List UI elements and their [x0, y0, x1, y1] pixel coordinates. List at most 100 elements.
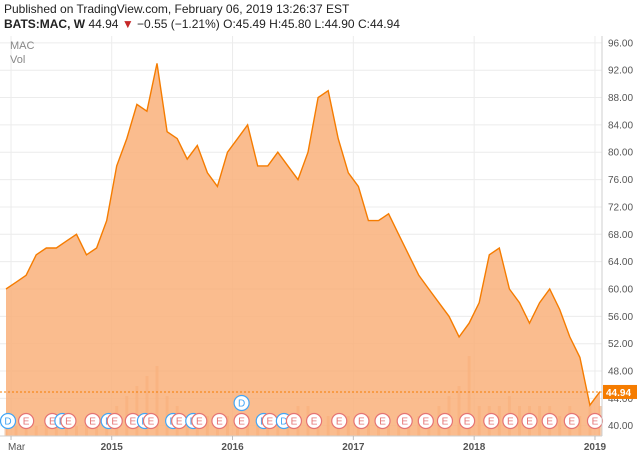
- time-tick-label: 2015: [101, 442, 124, 453]
- svg-text:E: E: [546, 417, 553, 428]
- low-label: L:: [314, 17, 325, 31]
- price-line: [5, 63, 601, 407]
- earnings-marker[interactable]: E: [261, 412, 278, 430]
- high-value: 45.80: [281, 17, 312, 31]
- price-tick-label: 60.00: [608, 284, 633, 295]
- svg-text:E: E: [89, 417, 96, 428]
- svg-text:E: E: [592, 417, 599, 428]
- symbol-label: BATS:MAC, W: [4, 17, 86, 31]
- earnings-marker[interactable]: E: [586, 412, 604, 430]
- price-tick-label: 84.00: [608, 120, 633, 131]
- svg-text:E: E: [196, 417, 203, 428]
- earnings-marker[interactable]: E: [211, 412, 228, 430]
- earnings-marker[interactable]: E: [191, 412, 208, 430]
- price-tick-label: 56.00: [608, 312, 633, 323]
- svg-text:E: E: [507, 417, 514, 428]
- event-markers: DEEDEEDEEDEDEDEEEDEDEEEEEEEEEEEEEEED: [0, 394, 604, 430]
- time-tick-label: 2019: [584, 442, 607, 453]
- earnings-marker[interactable]: E: [502, 412, 519, 430]
- open-label: O:: [223, 17, 236, 31]
- overlay-symbol: MAC: [10, 40, 35, 52]
- close-value: 44.94: [369, 17, 400, 31]
- svg-text:E: E: [176, 417, 183, 428]
- svg-text:D: D: [4, 417, 11, 428]
- price-tick-label: 48.00: [608, 367, 633, 378]
- price-tick-label: 72.00: [608, 202, 633, 213]
- earnings-marker[interactable]: E: [374, 412, 391, 430]
- svg-text:E: E: [464, 417, 471, 428]
- price-tick-label: 80.00: [608, 148, 633, 159]
- price-tick-label: 40.00: [608, 421, 633, 432]
- published-note: Published on TradingView.com, February 0…: [4, 2, 350, 16]
- svg-text:E: E: [291, 417, 298, 428]
- earnings-marker[interactable]: E: [331, 412, 348, 430]
- earnings-marker[interactable]: E: [18, 412, 35, 430]
- svg-text:E: E: [442, 417, 449, 428]
- down-arrow-icon: ▼: [121, 17, 134, 31]
- last-price-badge-bg: [603, 384, 637, 399]
- earnings-marker[interactable]: E: [60, 412, 77, 430]
- svg-text:E: E: [111, 417, 118, 428]
- svg-text:E: E: [358, 417, 365, 428]
- svg-text:E: E: [266, 417, 273, 428]
- dividend-marker[interactable]: D: [233, 394, 250, 412]
- svg-text:E: E: [65, 417, 72, 428]
- time-axis-ticks: Mar 2015 2016 2017 2018 2019: [8, 436, 607, 453]
- close-label: C:: [357, 17, 370, 31]
- earnings-marker[interactable]: E: [106, 412, 123, 430]
- time-tick-label: 2016: [221, 442, 244, 453]
- dividend-marker[interactable]: D: [0, 412, 17, 430]
- price-tick-label: 68.00: [608, 230, 633, 241]
- svg-text:D: D: [238, 399, 245, 410]
- svg-text:E: E: [130, 417, 137, 428]
- price-axis-ticks: 40.00 44.00 48.00 52.00 56.00 60.00 64.00 68.00…: [608, 38, 633, 432]
- earnings-marker[interactable]: E: [521, 412, 538, 430]
- svg-text:E: E: [311, 417, 318, 428]
- earnings-marker[interactable]: E: [563, 412, 580, 430]
- earnings-marker[interactable]: E: [396, 412, 413, 430]
- price-tick-label: 44.00: [608, 394, 633, 405]
- earnings-marker[interactable]: E: [84, 412, 101, 430]
- price-tick-label: 64.00: [608, 257, 633, 268]
- earnings-marker[interactable]: E: [233, 412, 250, 430]
- svg-text:E: E: [336, 417, 343, 428]
- earnings-marker[interactable]: E: [305, 412, 323, 430]
- svg-text:E: E: [568, 417, 575, 428]
- earnings-marker[interactable]: E: [541, 412, 558, 430]
- time-tick-label: 2017: [342, 442, 365, 453]
- earnings-marker[interactable]: E: [459, 412, 476, 430]
- overlay-volume-label: Vol: [10, 54, 25, 66]
- price-tick-label: 88.00: [608, 93, 633, 104]
- svg-text:E: E: [238, 417, 245, 428]
- earnings-marker[interactable]: E: [142, 412, 160, 430]
- earnings-marker[interactable]: E: [171, 412, 188, 430]
- svg-text:E: E: [526, 417, 533, 428]
- price-tick-label: 52.00: [608, 339, 633, 350]
- svg-text:E: E: [379, 417, 386, 428]
- last-price-badge-label: 44.94: [606, 388, 631, 399]
- earnings-marker[interactable]: E: [436, 412, 454, 430]
- price-change: −0.55 (−1.21%): [137, 17, 220, 31]
- earnings-marker[interactable]: E: [353, 412, 370, 430]
- high-label: H:: [269, 17, 282, 31]
- svg-text:E: E: [422, 417, 429, 428]
- svg-text:E: E: [23, 417, 30, 428]
- low-value: 44.90: [324, 17, 355, 31]
- price-area: [6, 63, 600, 437]
- svg-text:E: E: [488, 417, 495, 428]
- earnings-marker[interactable]: E: [285, 412, 303, 430]
- time-tick-label: 2018: [463, 442, 486, 453]
- price-tick-label: 96.00: [608, 38, 633, 49]
- price-tick-label: 76.00: [608, 175, 633, 186]
- open-value: 45.49: [235, 17, 266, 31]
- last-price: 44.94: [88, 17, 119, 31]
- svg-text:E: E: [216, 417, 223, 428]
- svg-text:D: D: [280, 417, 287, 428]
- earnings-marker[interactable]: E: [417, 412, 434, 430]
- svg-text:E: E: [49, 417, 56, 428]
- price-tick-label: 92.00: [608, 66, 633, 77]
- time-tick-label: Mar: [8, 442, 26, 453]
- earnings-marker[interactable]: E: [483, 412, 500, 430]
- symbol-header: BATS:MAC, W 44.94 ▼ −0.55 (−1.21%) O:45.…: [4, 17, 400, 31]
